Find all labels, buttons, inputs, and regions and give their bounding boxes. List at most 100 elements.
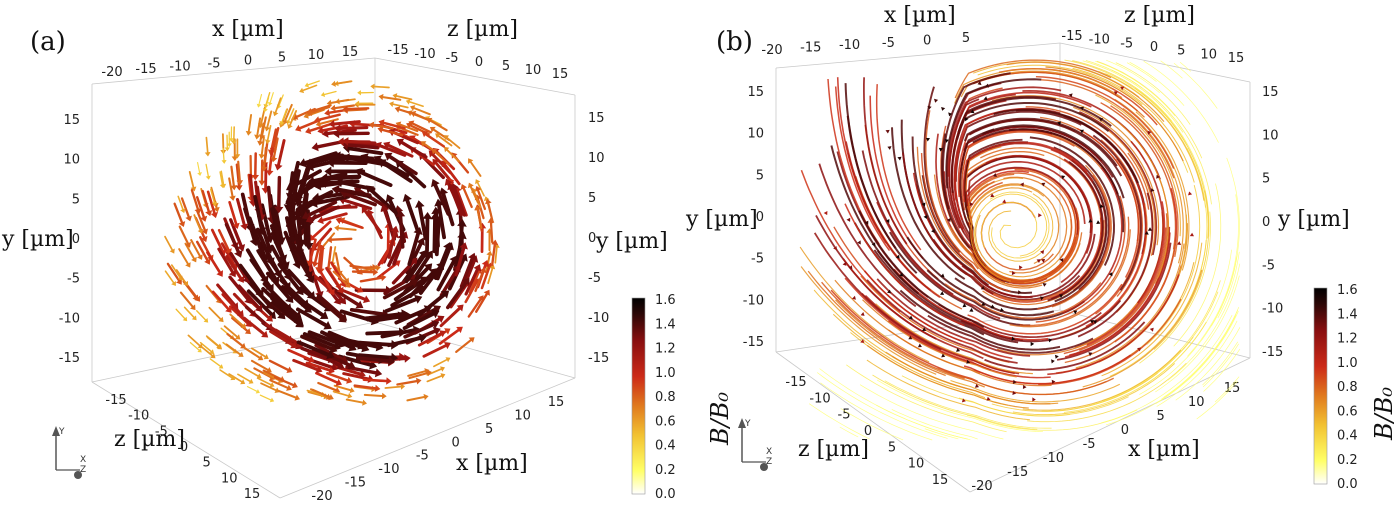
tick-label: 1.6: [1337, 283, 1358, 298]
field-arrow-head: [263, 354, 269, 360]
field-arrow: [164, 270, 175, 284]
field-arrow: [378, 144, 407, 157]
panel-b-bottom-x-ticks: -20 -15 -10 -5 0 5 10 15: [971, 381, 1240, 494]
field-arrow-head: [324, 109, 330, 117]
field-arrow-head: [489, 264, 496, 270]
panel-b-top-x-label: x [µm]: [884, 3, 956, 28]
field-arrow-head: [191, 315, 197, 321]
field-arrow-head: [356, 286, 364, 293]
field-arrow-head: [404, 354, 411, 363]
field-arrow: [228, 373, 243, 383]
field-arrow: [291, 248, 312, 280]
streamline-arrow: [962, 303, 967, 308]
field-arrow-head: [315, 365, 323, 374]
tick-label: 10: [1200, 47, 1217, 62]
field-arrow-head: [240, 223, 249, 231]
tick-label: -15: [588, 351, 609, 366]
streamline-arrow: [1149, 327, 1154, 332]
streamline: [840, 408, 904, 441]
tick-label: 0: [864, 424, 872, 439]
tick-label: 5: [485, 422, 493, 437]
streamline-arrow: [1057, 121, 1062, 126]
field-arrow: [259, 394, 272, 401]
field-arrow-head: [295, 286, 304, 296]
field-arrow: [381, 128, 404, 137]
streamline: [1079, 213, 1168, 351]
streamline-arrow: [969, 202, 974, 207]
field-arrow-head: [461, 277, 470, 286]
streamline: [1110, 105, 1179, 258]
streamline-arrow: [1002, 199, 1007, 204]
streamline-arrow: [871, 242, 876, 247]
tick-label: 15: [548, 395, 565, 410]
field-arrow-head: [440, 373, 446, 379]
field-arrow: [449, 186, 464, 217]
streamline-arrow: [864, 220, 869, 225]
field-arrow: [316, 295, 344, 320]
tick-label: -10: [1262, 302, 1283, 317]
streamline: [807, 270, 946, 377]
field-arrow-head: [306, 274, 315, 284]
field-arrow: [211, 290, 230, 311]
field-arrow-head: [266, 170, 274, 176]
field-arrow-head: [378, 119, 385, 127]
streamline-arrow: [1019, 265, 1023, 270]
field-arrow: [256, 249, 278, 281]
panel-b-orientation-triad: Y X Z: [738, 418, 772, 471]
streamline-arrow: [925, 137, 930, 142]
field-arrow: [221, 133, 225, 151]
field-arrow: [433, 246, 450, 281]
streamline: [1064, 241, 1176, 364]
streamline: [901, 375, 1071, 417]
tick-label: -10: [839, 38, 860, 53]
field-arrow: [178, 248, 189, 265]
field-arrow-head: [337, 339, 346, 349]
field-arrow: [269, 92, 274, 103]
streamline: [1173, 62, 1218, 109]
streamline: [944, 370, 1114, 396]
field-arrow: [184, 242, 195, 260]
field-arrow: [242, 316, 266, 336]
streamline: [950, 226, 1081, 287]
tick-label: 5: [756, 168, 764, 183]
field-arrow-head: [399, 312, 407, 322]
field-arrow: [437, 135, 453, 147]
streamline: [991, 95, 1145, 160]
tick-label: 10: [1188, 395, 1205, 410]
field-arrow-head: [216, 270, 223, 277]
tick-label: -5: [1120, 36, 1133, 51]
field-arrow-head: [190, 186, 197, 192]
field-arrow: [250, 359, 269, 371]
field-arrow-head: [218, 364, 224, 369]
panel-a-top-x-ticks: -20 -15 -10 -5 0 5 10 15: [101, 45, 358, 80]
tick-label: 1.0: [1337, 356, 1358, 371]
field-arrow-head: [416, 377, 422, 385]
streamline-arrow: [823, 211, 828, 216]
tick-label: 1.0: [655, 366, 676, 381]
triad-y-label: Y: [58, 427, 65, 437]
field-arrow: [476, 208, 483, 230]
field-arrow-head: [423, 393, 429, 401]
streamline: [1202, 341, 1239, 386]
streamline: [950, 379, 1121, 403]
tick-label: -10: [414, 47, 435, 62]
field-arrow-head: [349, 387, 355, 394]
field-arrow-head: [255, 304, 263, 312]
field-arrow-head: [306, 109, 313, 116]
streamline: [891, 409, 978, 440]
tick-label: 15: [1262, 85, 1279, 100]
streamline-arrow: [922, 327, 927, 331]
field-arrow-head: [231, 140, 237, 145]
field-arrow: [273, 204, 284, 240]
field-arrow-head: [432, 327, 441, 336]
streamline-arrow: [1144, 231, 1149, 235]
streamline: [1126, 62, 1157, 82]
field-arrow: [317, 113, 341, 121]
field-arrow-head: [285, 294, 294, 303]
streamline: [982, 124, 1125, 199]
field-arrow-head: [300, 299, 309, 308]
field-arrow-head: [201, 228, 208, 235]
streamline: [980, 201, 1038, 249]
field-arrow-head: [335, 378, 342, 386]
field-arrow: [270, 207, 281, 243]
